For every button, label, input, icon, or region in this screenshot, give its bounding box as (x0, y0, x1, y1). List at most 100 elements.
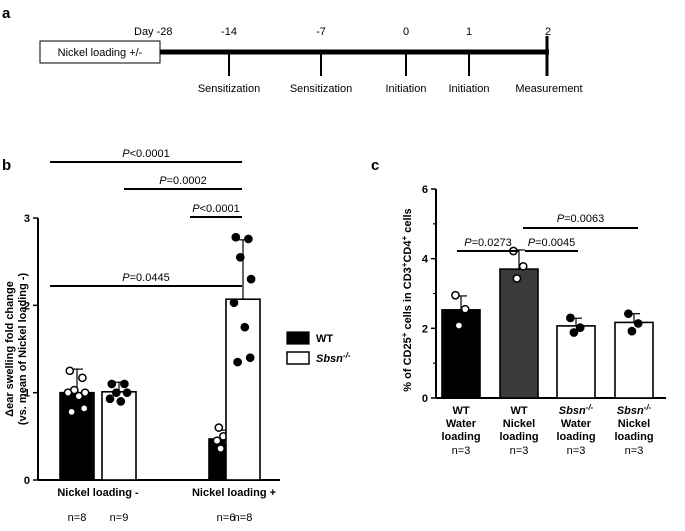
data-point (120, 379, 129, 389)
data-point (454, 321, 464, 330)
n-label: n=3 (510, 445, 529, 457)
y-tick-label: 6 (422, 184, 428, 196)
genotype-name: Sbsn (559, 405, 586, 417)
n-label: n=3 (452, 445, 471, 457)
panel-label-a: a (2, 5, 11, 22)
legend-label-wt: WT (316, 333, 333, 345)
timeline-event-label: Initiation (386, 83, 427, 95)
data-point (235, 252, 245, 262)
genotype-superscript: -/- (644, 403, 652, 412)
data-point (569, 328, 579, 337)
p-symbol: P (528, 237, 536, 249)
timeline-day-label: -14 (221, 26, 237, 38)
data-point (627, 326, 637, 336)
nickel-loading-label: Nickel loading +/- (58, 47, 143, 59)
legend-label-sbsn: Sbsn-/- (316, 351, 351, 365)
p-value: =0.0445 (130, 272, 170, 284)
p-value: =0.0273 (472, 237, 512, 249)
y-label-part: cells in CD3 (402, 267, 414, 332)
y-label-part: CD4 (402, 240, 414, 263)
data-point (214, 423, 224, 432)
data-point (78, 373, 87, 383)
data-point (233, 357, 242, 367)
bar (101, 390, 137, 481)
n-label: n=6 (217, 512, 236, 524)
data-point (245, 353, 255, 363)
significance-label: P<0.0001 (192, 203, 239, 215)
significance-label: P<0.0001 (122, 148, 169, 160)
y-label-part: % of CD25 (402, 337, 414, 391)
n-label: n=8 (68, 512, 87, 524)
y-axis-label: % of CD25+ cells in CD3+CD4+ cells (400, 208, 414, 391)
legend-swatch-wt (286, 331, 310, 345)
p-symbol: P (464, 237, 472, 249)
data-point (575, 323, 585, 332)
y-label-part: cells (402, 208, 414, 236)
y-axis-label: Δear swelling fold change (4, 281, 16, 417)
p-symbol: P (557, 213, 565, 225)
category-genotype: Sbsn-/- (559, 403, 594, 417)
n-label: n=9 (110, 512, 129, 524)
timeline-day-label: -7 (316, 26, 326, 38)
y-label-superscript: + (400, 332, 409, 337)
data-point (122, 388, 132, 398)
category-treatment: loading (556, 431, 595, 443)
data-point (116, 397, 126, 406)
bar (556, 325, 596, 399)
data-point (231, 232, 241, 242)
y-tick-label: 4 (422, 254, 429, 266)
timeline: Nickel loading +/- Day -28 -14 -7 0 1 2 … (39, 26, 583, 95)
data-point (633, 319, 643, 328)
data-point (105, 394, 115, 404)
data-point (566, 313, 575, 323)
data-point (246, 274, 256, 284)
significance-label: P=0.0045 (528, 237, 575, 249)
genotype-name: WT (510, 405, 527, 417)
significance-label: P=0.0445 (122, 272, 169, 284)
chart-b: 0 1 2 3 Δear swelling fold change (vs. mean o… (4, 148, 351, 524)
y-tick-label: 2 (24, 300, 30, 312)
significance-label: P=0.0273 (464, 237, 511, 249)
data-point (80, 388, 90, 398)
category-genotype: WT (510, 405, 527, 417)
legend-superscript: -/- (343, 351, 351, 360)
data-point (212, 436, 222, 446)
genotype-name: Sbsn (617, 405, 644, 417)
panel-label-b: b (2, 157, 11, 174)
timeline-day-label: 1 (466, 26, 472, 38)
y-tick-label: 3 (24, 213, 30, 225)
data-point (63, 388, 73, 398)
p-symbol: P (159, 175, 167, 187)
y-axis-label-2: (vs. mean of Nickel loading -) (17, 273, 29, 426)
category-genotype: Sbsn-/- (617, 403, 652, 417)
n-label: n=3 (567, 445, 586, 457)
panel-label-c: c (371, 157, 379, 174)
group-label: Nickel loading - (57, 487, 139, 499)
legend-genotype: Sbsn (316, 353, 343, 365)
data-point (512, 274, 522, 283)
data-point (107, 379, 117, 389)
timeline-event-label: Measurement (515, 83, 582, 95)
y-tick-label: 0 (24, 475, 30, 487)
category-treatment: Water (561, 418, 592, 430)
p-value: <0.0001 (130, 148, 170, 160)
p-value: =0.0045 (535, 237, 575, 249)
timeline-event-label: Sensitization (198, 83, 260, 95)
category-treatment: loading (499, 431, 538, 443)
data-point (65, 366, 75, 376)
data-point (244, 234, 253, 244)
p-symbol: P (192, 203, 200, 215)
y-tick-label: 0 (422, 393, 428, 405)
category-genotype: WT (452, 405, 469, 417)
data-point (216, 444, 225, 453)
genotype-superscript: -/- (586, 403, 594, 412)
timeline-day-label: Day -28 (134, 26, 173, 38)
data-point (451, 290, 460, 300)
category-treatment: loading (614, 431, 653, 443)
category-treatment: Nickel (503, 418, 535, 430)
p-value: <0.0001 (200, 203, 240, 215)
timeline-day-label: 2 (545, 26, 551, 38)
legend-swatch-sbsn (286, 351, 310, 365)
bar (614, 321, 654, 399)
significance-label: P=0.0063 (557, 213, 604, 225)
